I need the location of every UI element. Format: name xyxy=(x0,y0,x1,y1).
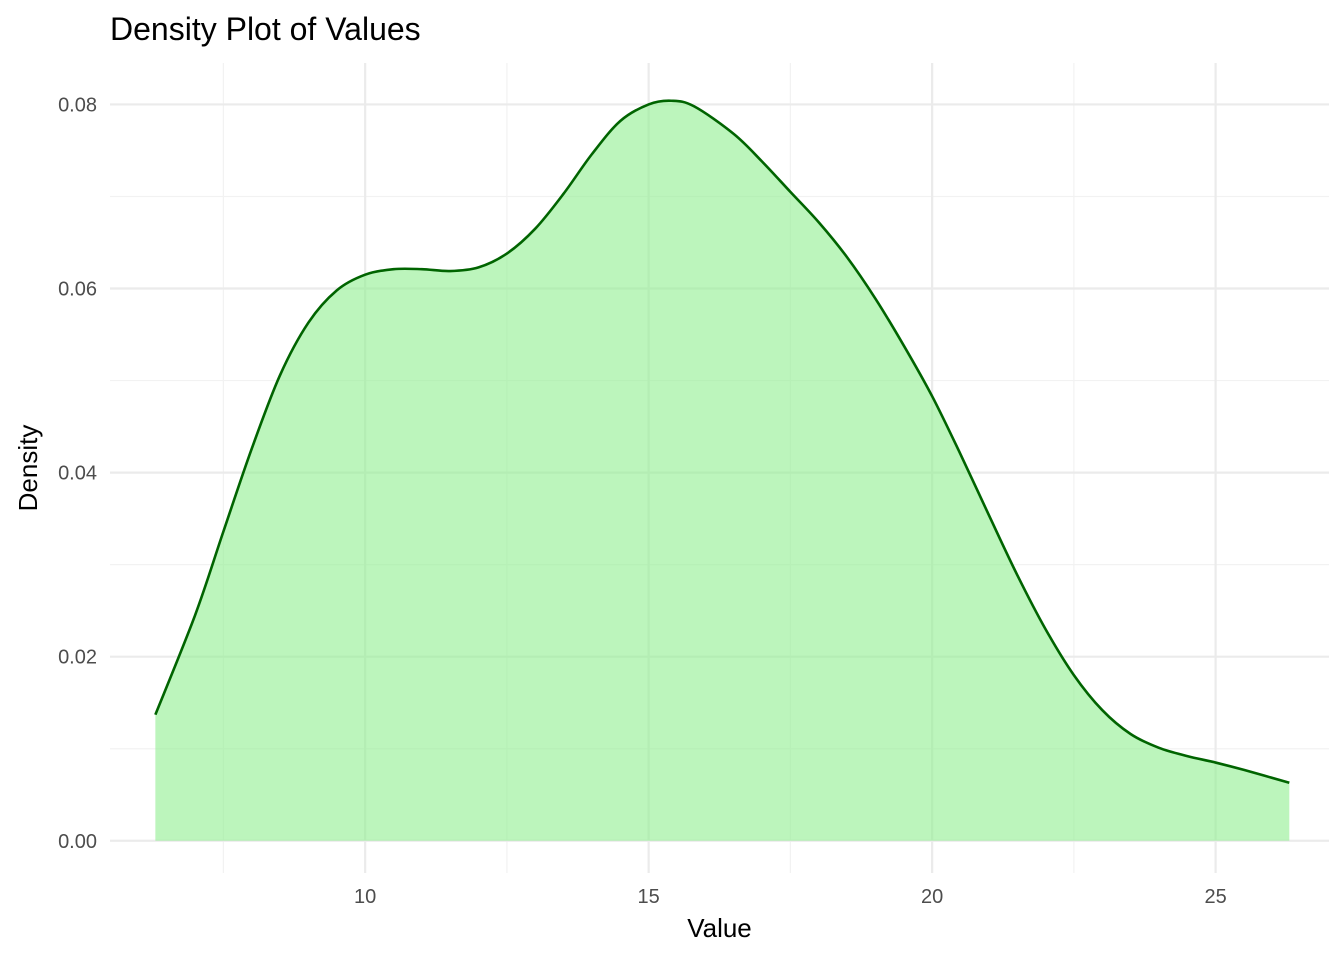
y-tick-label: 0.02 xyxy=(58,647,97,669)
tick-labels: 10 15 20 25 0.00 0.02 0.04 0.06 0.08 xyxy=(58,94,1227,908)
y-tick-label: 0.06 xyxy=(58,279,97,301)
y-tick-label: 0.04 xyxy=(58,463,97,485)
density-line xyxy=(154,99,1290,785)
y-tick-label: 0.08 xyxy=(58,94,97,116)
chart-title: Density Plot of Values xyxy=(110,11,421,47)
density-area xyxy=(155,100,1290,841)
x-tick-label: 15 xyxy=(638,886,660,908)
y-tick-label: 0.00 xyxy=(58,831,97,853)
x-tick-label: 25 xyxy=(1204,886,1226,908)
y-axis-label: Density xyxy=(13,425,43,512)
plot-area xyxy=(154,99,1290,841)
x-tick-label: 10 xyxy=(354,886,376,908)
x-tick-label: 20 xyxy=(921,886,943,908)
x-axis-label: Value xyxy=(687,913,752,943)
